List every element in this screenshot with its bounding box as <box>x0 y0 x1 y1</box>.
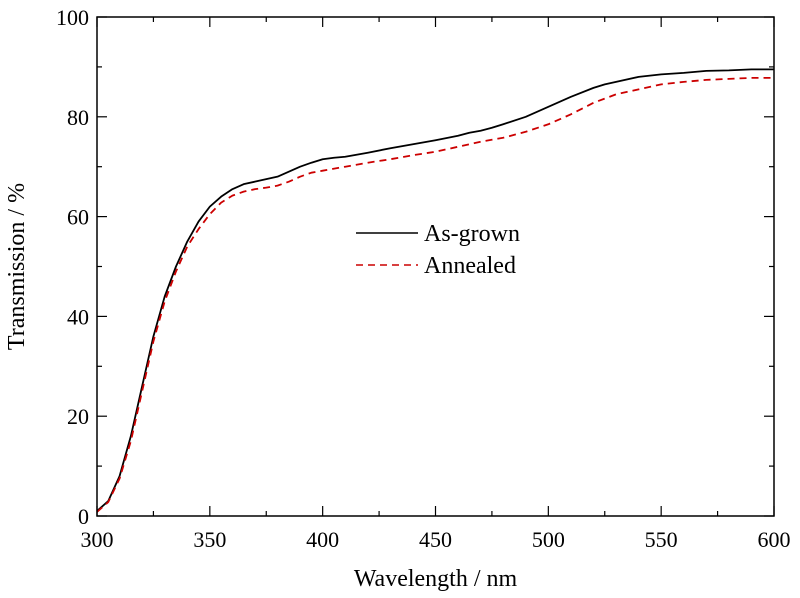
x-tick-label: 600 <box>758 527 791 552</box>
x-tick-label: 450 <box>419 527 452 552</box>
x-tick-label: 400 <box>306 527 339 552</box>
ticks-layer: 300 350 400 450 500 550 600 0 20 40 60 80 100 <box>56 5 791 552</box>
y-tick-label: 40 <box>67 304 89 329</box>
x-axis-title: Wavelength / nm <box>354 566 518 592</box>
legend: As-grown Annealed <box>356 221 520 279</box>
series-layer <box>96 68 774 513</box>
legend-label-as-grown: As-grown <box>424 221 520 247</box>
y-tick-label: 60 <box>67 205 89 230</box>
series-line-annealed <box>96 76 774 513</box>
y-axis-title: Transmission / % <box>4 183 30 350</box>
series-line-as-grown <box>96 68 774 512</box>
x-tick-label: 550 <box>645 527 678 552</box>
x-tick-label: 500 <box>532 527 565 552</box>
legend-label-annealed: Annealed <box>424 253 516 279</box>
y-tick-label: 80 <box>67 105 89 130</box>
y-tick-label: 20 <box>67 404 89 429</box>
y-tick-label: 100 <box>56 5 89 30</box>
x-tick-label: 300 <box>81 527 114 552</box>
x-tick-label: 350 <box>193 527 226 552</box>
y-tick-label: 0 <box>78 504 89 529</box>
